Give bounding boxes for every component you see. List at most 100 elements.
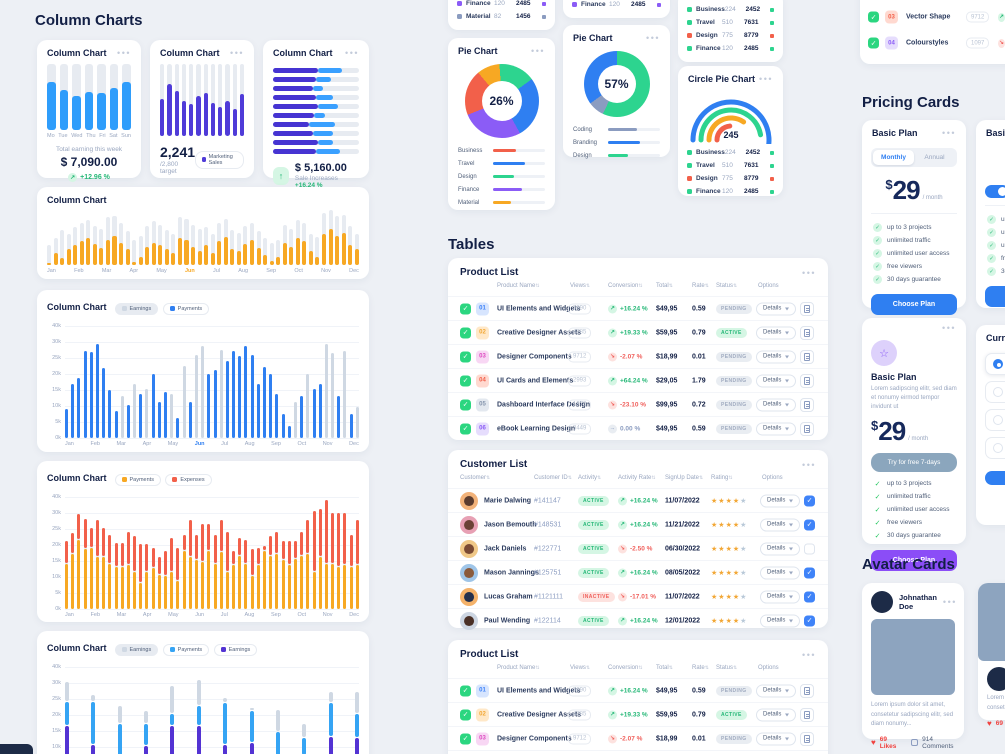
bar	[337, 513, 341, 609]
row-checkbox[interactable]: ✓	[460, 375, 471, 386]
row-checkbox[interactable]: ✓	[460, 423, 471, 434]
choose-plan-button[interactable]: Choose Plan	[871, 294, 957, 315]
details-button[interactable]: Details	[760, 542, 801, 555]
document-icon-button[interactable]	[800, 373, 814, 388]
heart-icon[interactable]: ♥	[871, 738, 876, 748]
details-button[interactable]: Details	[756, 398, 797, 411]
row-checkbox[interactable]	[804, 543, 815, 554]
column-header[interactable]: SignUp Date ⇅	[665, 475, 704, 481]
row-checkbox[interactable]: ✓	[804, 591, 815, 602]
row-checkbox[interactable]: ✓	[460, 303, 471, 314]
column-header[interactable]: Total ⇅	[656, 665, 673, 671]
column-header[interactable]: Product Name ⇅	[497, 665, 540, 671]
legend-chip-earnings[interactable]: Earnings	[114, 302, 159, 315]
plan-option[interactable]	[985, 437, 1005, 459]
more-menu-icon[interactable]: •••	[802, 459, 816, 470]
document-icon-button[interactable]	[800, 731, 814, 746]
bar	[312, 389, 316, 438]
column-header[interactable]: Conversion ⇅	[608, 283, 643, 289]
row-checkbox[interactable]: ✓	[460, 351, 471, 362]
stat-views: 510	[722, 19, 733, 26]
column-header[interactable]: Views ⇅	[570, 283, 591, 289]
details-button[interactable]: Details	[760, 614, 801, 627]
legend-chip-expenses[interactable]: Expenses	[165, 473, 212, 486]
row-checkbox[interactable]: ✓	[460, 685, 471, 696]
trial-button[interactable]: Try for free 7-days	[871, 453, 957, 472]
more-menu-icon[interactable]: •••	[345, 48, 359, 58]
row-checkbox[interactable]: ✓	[804, 495, 815, 506]
legend-chip-earnings[interactable]: Earnings	[114, 643, 159, 656]
tab-monthly[interactable]: Monthly	[873, 150, 914, 165]
details-button[interactable]: Details	[760, 494, 801, 507]
feature-item: ✓unlimited user access	[976, 239, 1005, 252]
details-button[interactable]: Details	[756, 350, 797, 363]
billing-toggle[interactable]	[985, 185, 1005, 198]
more-menu-icon[interactable]: •••	[117, 48, 131, 58]
column-header[interactable]: Rating ⇅	[711, 475, 733, 481]
plan-option[interactable]	[985, 409, 1005, 431]
column-header[interactable]: Rate ⇅	[692, 665, 709, 671]
details-button[interactable]: Details	[760, 566, 801, 579]
more-menu-icon[interactable]: •••	[802, 267, 816, 278]
legend-chip-marketing-sales[interactable]: Marketing Sales	[195, 150, 244, 169]
column-header[interactable]: Activity ⇅	[578, 475, 602, 481]
row-checkbox[interactable]: ✓	[460, 399, 471, 410]
column-header[interactable]: Conversion ⇅	[608, 665, 643, 671]
tab-annual[interactable]: Annual	[924, 154, 945, 161]
plan-option[interactable]	[985, 381, 1005, 403]
document-icon-button[interactable]	[800, 683, 814, 698]
legend-chip-payments[interactable]: Payments	[162, 643, 210, 656]
row-checkbox[interactable]: ✓	[460, 709, 471, 720]
column-header[interactable]: Product Name ⇅	[497, 283, 540, 289]
more-menu-icon[interactable]: •••	[759, 74, 773, 84]
row-checkbox[interactable]: ✓	[804, 615, 815, 626]
more-menu-icon[interactable]: •••	[802, 649, 816, 660]
details-button[interactable]: Details	[756, 326, 797, 339]
row-checkbox[interactable]: ✓	[868, 11, 879, 23]
column-header[interactable]: Rate ⇅	[692, 283, 709, 289]
more-menu-icon[interactable]: •••	[942, 323, 956, 333]
details-button[interactable]: Details	[756, 422, 797, 435]
more-menu-icon[interactable]: •••	[942, 128, 956, 138]
column-header[interactable]: Status ⇅	[716, 665, 738, 671]
document-icon-button[interactable]	[800, 421, 814, 436]
document-icon-button[interactable]	[800, 397, 814, 412]
star-icon: ★	[740, 617, 748, 625]
more-menu-icon[interactable]: •••	[942, 597, 957, 607]
row-checkbox[interactable]: ✓	[804, 519, 815, 530]
row-checkbox[interactable]: ✓	[868, 37, 879, 49]
confirm-plan-button[interactable]	[985, 471, 1005, 485]
column-header[interactable]: Status ⇅	[716, 283, 738, 289]
comment-icon[interactable]	[910, 739, 919, 747]
column-header[interactable]: Customer ID ⇅	[534, 475, 572, 481]
row-checkbox[interactable]: ✓	[460, 327, 471, 338]
legend-chip-payments[interactable]: Payments	[162, 302, 210, 315]
legend-chip-payments[interactable]: Payments	[114, 473, 161, 486]
column-header[interactable]: Customer ⇅	[460, 475, 491, 481]
x-labels: Jan Feb Mar Apr May Jun Jul Aug Sep Oct Nov Dec	[65, 441, 359, 447]
row-checkbox[interactable]: ✓	[804, 567, 815, 578]
choose-plan-button[interactable]: Choose Plan	[871, 550, 957, 571]
more-menu-icon[interactable]: •••	[531, 46, 545, 56]
more-menu-icon[interactable]: •••	[646, 33, 660, 43]
details-button[interactable]: Details	[756, 708, 797, 721]
row-checkbox[interactable]: ✓	[460, 733, 471, 744]
details-button[interactable]: Details	[756, 302, 797, 315]
column-header[interactable]: Views ⇅	[570, 665, 591, 671]
details-button[interactable]: Details	[760, 518, 801, 531]
details-button[interactable]: Details	[756, 374, 797, 387]
more-menu-icon[interactable]: •••	[230, 48, 244, 58]
plan-option[interactable]	[985, 353, 1005, 375]
choose-plan-button[interactable]: Choose Plan	[985, 286, 1005, 307]
heart-icon[interactable]: ♥	[987, 719, 992, 729]
document-icon-button[interactable]	[800, 707, 814, 722]
details-button[interactable]: Details	[756, 732, 797, 745]
column-header[interactable]: Activity Rate ⇅	[618, 475, 656, 481]
document-icon-button[interactable]	[800, 349, 814, 364]
details-button[interactable]: Details	[760, 590, 801, 603]
document-icon-button[interactable]	[800, 301, 814, 316]
details-button[interactable]: Details	[756, 684, 797, 697]
legend-chip-earnings[interactable]: Earnings	[213, 643, 258, 656]
document-icon-button[interactable]	[800, 325, 814, 340]
column-header[interactable]: Total ⇅	[656, 283, 673, 289]
